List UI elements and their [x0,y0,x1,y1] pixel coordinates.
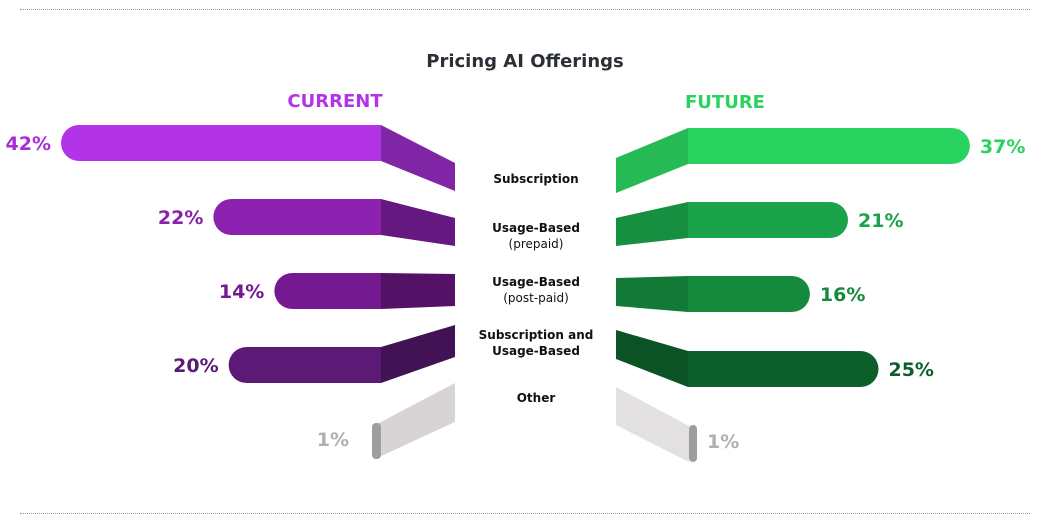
current-value-label: 42% [6,133,51,155]
bottom-divider [20,513,1030,514]
future-value-label: 37% [980,136,1025,158]
current-bar [372,423,381,459]
current-series-label: CURRENT [287,91,383,112]
current-ribbon [381,199,455,246]
current-bar [274,273,381,309]
current-ribbon [381,273,455,309]
current-ribbon [377,383,455,458]
current-bar [213,199,381,235]
future-value-label: 16% [820,284,865,306]
category-label: (prepaid) [509,237,564,251]
current-value-label: 20% [173,355,218,377]
future-ribbon [616,330,688,387]
category-label: Usage-Based [492,344,580,358]
future-bar [688,351,879,387]
future-ribbon [616,387,689,462]
future-ribbon [616,202,688,246]
current-value-label: 22% [158,207,203,229]
future-series-label: FUTURE [685,92,765,113]
current-bar [228,347,381,383]
current-value-label: 14% [219,281,264,303]
future-value-label: 25% [888,359,933,381]
current-value-label: 1% [317,429,349,451]
current-ribbon [381,325,455,383]
future-bar [688,276,810,312]
category-label: Usage-Based [492,275,580,289]
category-label: Subscription [493,172,578,186]
future-bar [689,425,697,462]
future-ribbon [616,276,688,312]
future-ribbon [616,128,688,193]
category-label: (post-paid) [503,291,569,305]
top-divider [20,9,1030,10]
chart-title: Pricing AI Offerings [426,51,624,72]
current-bar [61,125,381,161]
future-bar [688,128,970,164]
category-label: Usage-Based [492,221,580,235]
future-bar [688,202,848,238]
future-value-label: 21% [858,210,903,232]
current-ribbon [381,125,455,191]
category-label: Other [517,391,556,405]
category-label: Subscription and [479,328,594,342]
future-value-label: 1% [707,431,739,453]
